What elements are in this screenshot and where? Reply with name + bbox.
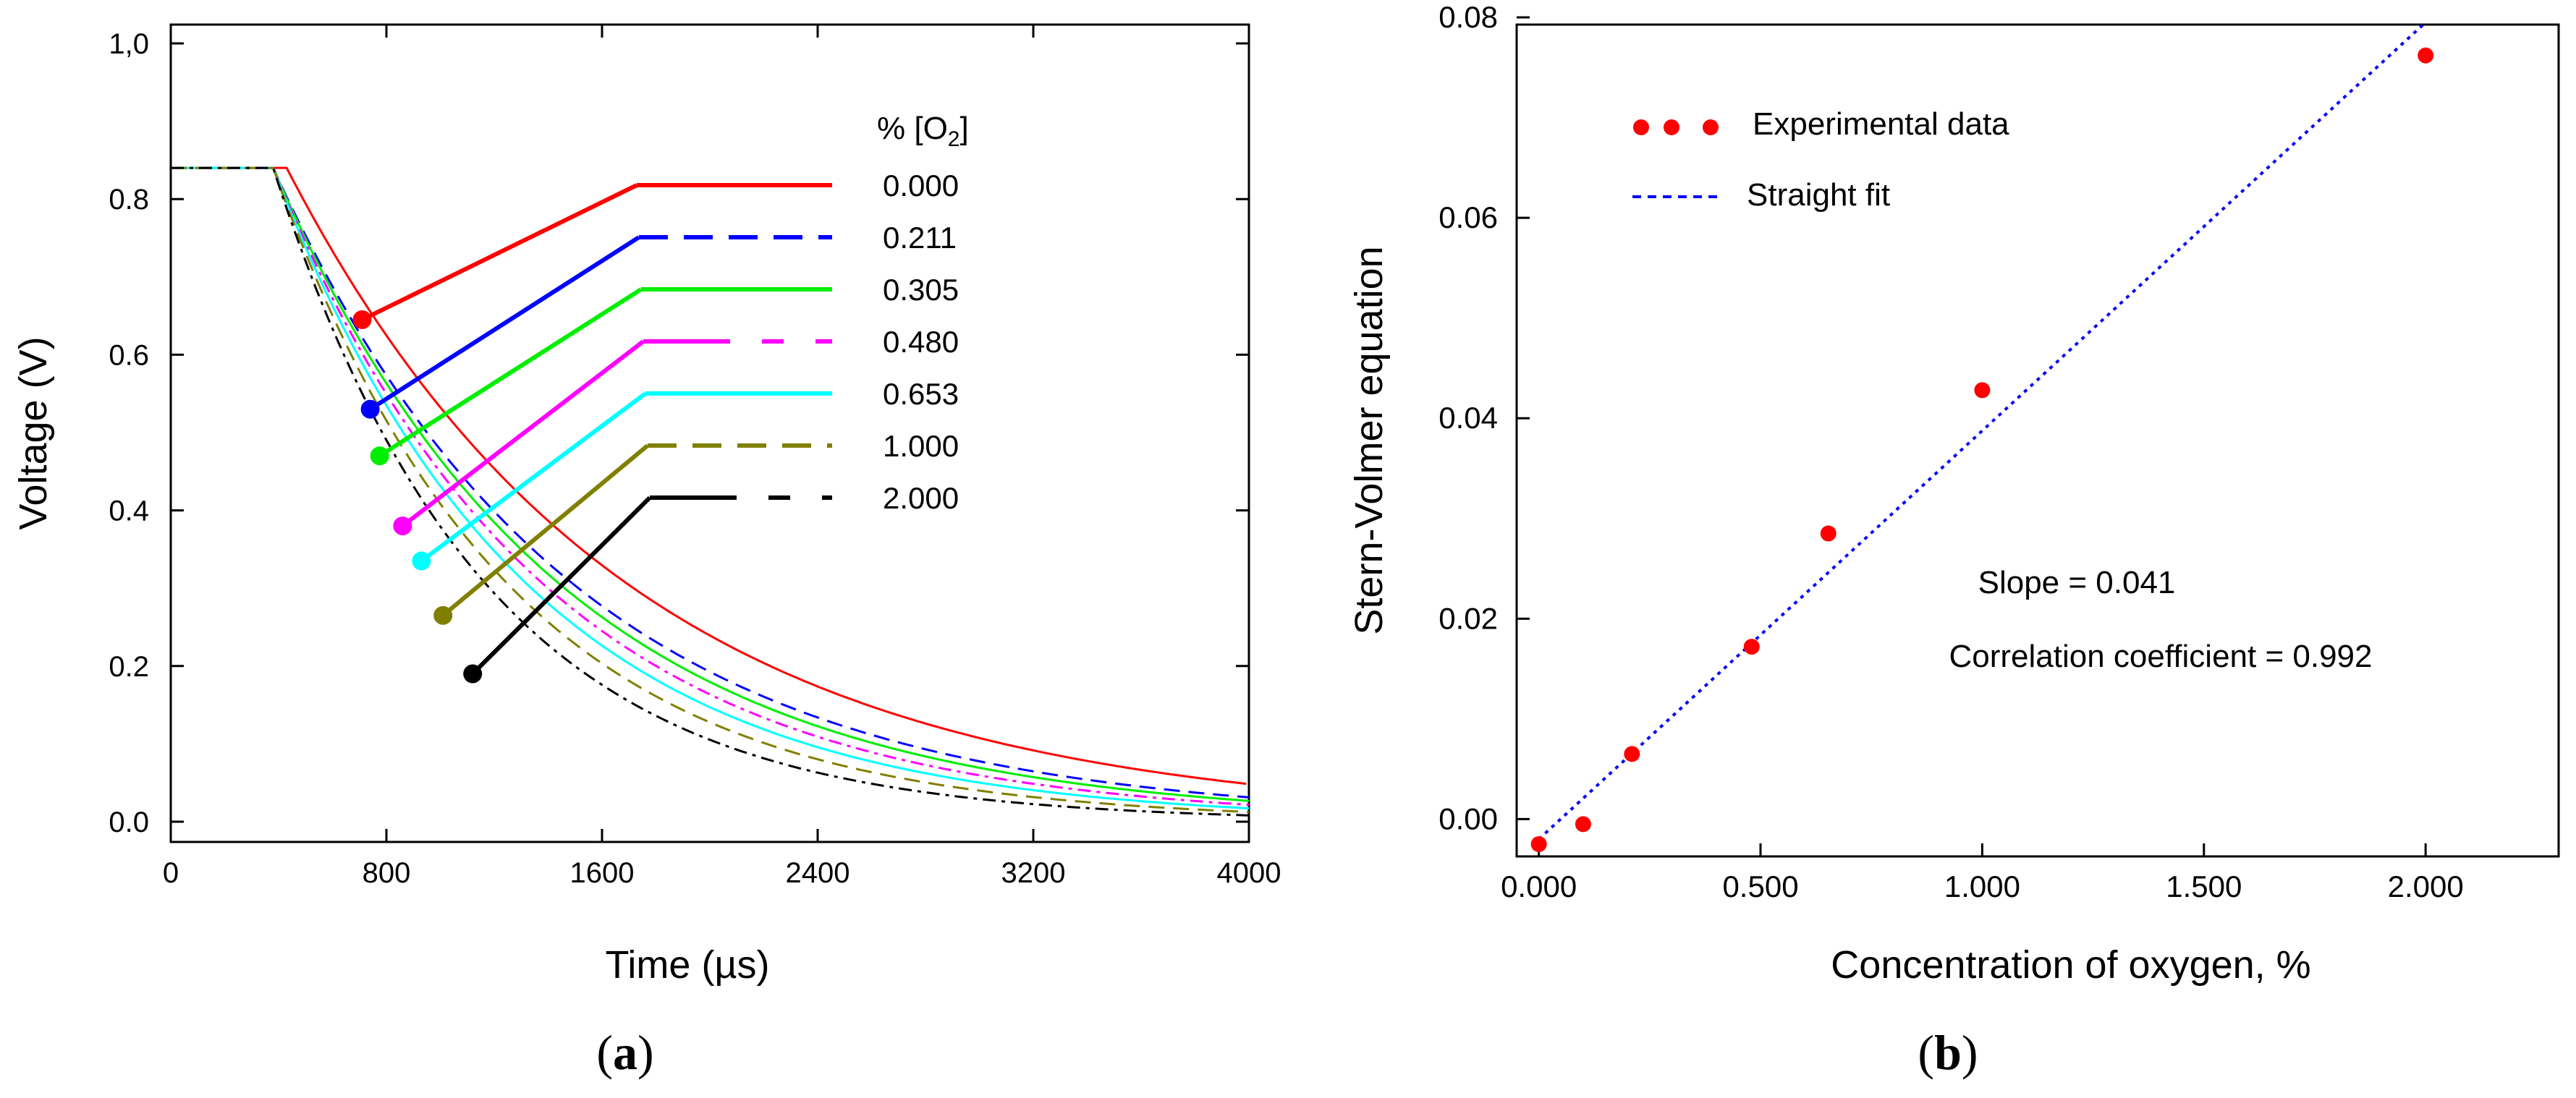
legend-marker-dot [1703, 119, 1719, 135]
panel-b-plot [1530, 21, 2434, 853]
voltage-curve [171, 166, 1250, 807]
legend-label: 0.000 [883, 169, 959, 203]
panel-a-frame [169, 23, 1250, 843]
y-tick-label: 0.00 [1439, 801, 1498, 835]
x-tick-label: 2.000 [2388, 869, 2464, 903]
panel-b-stern-volmer-chart: 0.000 0.500 1.000 1.500 2.000 0.00 0.02 0.04 0.0… [1347, 0, 2560, 1080]
y-tick-label: 0.2 [109, 651, 149, 683]
voltage-curve [171, 166, 1250, 817]
x-tick-label: 1.000 [1944, 869, 2020, 903]
y-tick-label: 0.0 [109, 807, 149, 838]
legend-leader-line [401, 339, 645, 528]
legend-leader-line [361, 183, 638, 322]
legend-title: % [O2] [877, 111, 969, 151]
voltage-curve [171, 166, 1247, 786]
x-tick-label: 3200 [1001, 857, 1066, 889]
panel-b-ticks: 0.000 0.500 1.000 1.500 2.000 0.00 0.02 0.04 0.0… [1439, 0, 2463, 903]
legend-fit-label: Straight fit [1747, 177, 1890, 213]
legend-leader-line [471, 495, 652, 676]
annotation-correlation: Correlation coefficient = 0.992 [1949, 639, 2373, 674]
legend-marker [433, 605, 453, 625]
legend-marker [360, 399, 380, 419]
legend-leader-line [420, 391, 647, 563]
y-tick-label: 0.6 [109, 339, 149, 371]
panel-a-ticks: 0 800 1600 2400 3200 4000 0.0 0.2 0.4 0.6 0.8 1,0 [109, 25, 1281, 889]
y-tick-label: 0.4 [109, 495, 149, 527]
legend-leader-line [441, 443, 649, 618]
annotation-slope: Slope = 0.041 [1978, 565, 2176, 600]
legend-label: 2.000 [883, 481, 959, 515]
y-tick-label: 0.06 [1439, 200, 1498, 234]
legend-marker [412, 551, 431, 571]
legend-label: 0.305 [883, 273, 959, 307]
legend-marker [463, 664, 483, 684]
legend-marker [352, 310, 372, 329]
panel-a-voltage-chart: 0 800 1600 2400 3200 4000 0.0 0.2 0.4 0.6 0.8 1,0 %… [12, 23, 1281, 1080]
data-point [1743, 639, 1760, 655]
data-point [1974, 382, 1991, 399]
y-tick-label: 0.04 [1439, 401, 1498, 435]
x-tick-label: 0.500 [1722, 869, 1798, 903]
voltage-curve [171, 166, 1250, 799]
panel-a-label: (a) [596, 1025, 653, 1080]
x-tick-label: 2400 [786, 857, 850, 889]
panel-b-legend: Experimental data Straight fit [1632, 106, 2009, 213]
legend-marker [393, 516, 412, 536]
legend-marker-dot [1633, 119, 1649, 135]
x-tick-label: 800 [363, 857, 411, 889]
x-tick-label: 1.500 [2166, 869, 2242, 903]
x-tick-label: 4000 [1217, 857, 1281, 889]
panel-b-ylabel: Stern-Volmer equation [1347, 246, 1391, 634]
voltage-curve [171, 166, 1250, 814]
legend-leader-line [369, 235, 640, 412]
panel-a-curves [171, 166, 1250, 817]
y-tick-label: 0.02 [1439, 601, 1498, 635]
panel-b-label: (b) [1918, 1025, 1978, 1080]
x-tick-label: 1600 [570, 857, 635, 889]
panel-b-xlabel: Concentration of oxygen, % [1831, 943, 2310, 987]
voltage-curve [171, 166, 1250, 810]
x-tick-label: 0 [163, 857, 179, 889]
panel-a-ylabel: Voltage (V) [12, 336, 55, 529]
panel-b-frame [1515, 23, 2560, 858]
x-tick-label: 0.000 [1501, 869, 1577, 903]
y-tick-label: 0.08 [1439, 0, 1498, 34]
data-point [1530, 836, 1547, 853]
legend-experimental-label: Experimental data [1753, 106, 2009, 142]
panel-a-xlabel: Time (µs) [605, 943, 769, 987]
legend-marker-dot [1664, 119, 1679, 135]
legend-label: 0.480 [883, 325, 959, 359]
legend-marker [370, 446, 389, 466]
legend-label: 1.000 [883, 429, 959, 463]
panel-a-legend: % [O2] 0.000 0.211 0.305 0.480 0.653 1.000 2.0… [352, 111, 969, 684]
legend-label: 0.653 [883, 377, 959, 411]
legend-leader-line [378, 287, 643, 458]
fit-line [1538, 21, 2427, 840]
data-point [2418, 47, 2434, 64]
data-point [1820, 525, 1836, 542]
y-tick-label: 0.8 [109, 184, 149, 216]
data-point [1624, 746, 1640, 762]
y-tick-label: 1,0 [109, 28, 149, 60]
legend-label: 0.211 [883, 221, 957, 255]
data-point [1575, 816, 1591, 833]
voltage-curve [171, 166, 1250, 802]
